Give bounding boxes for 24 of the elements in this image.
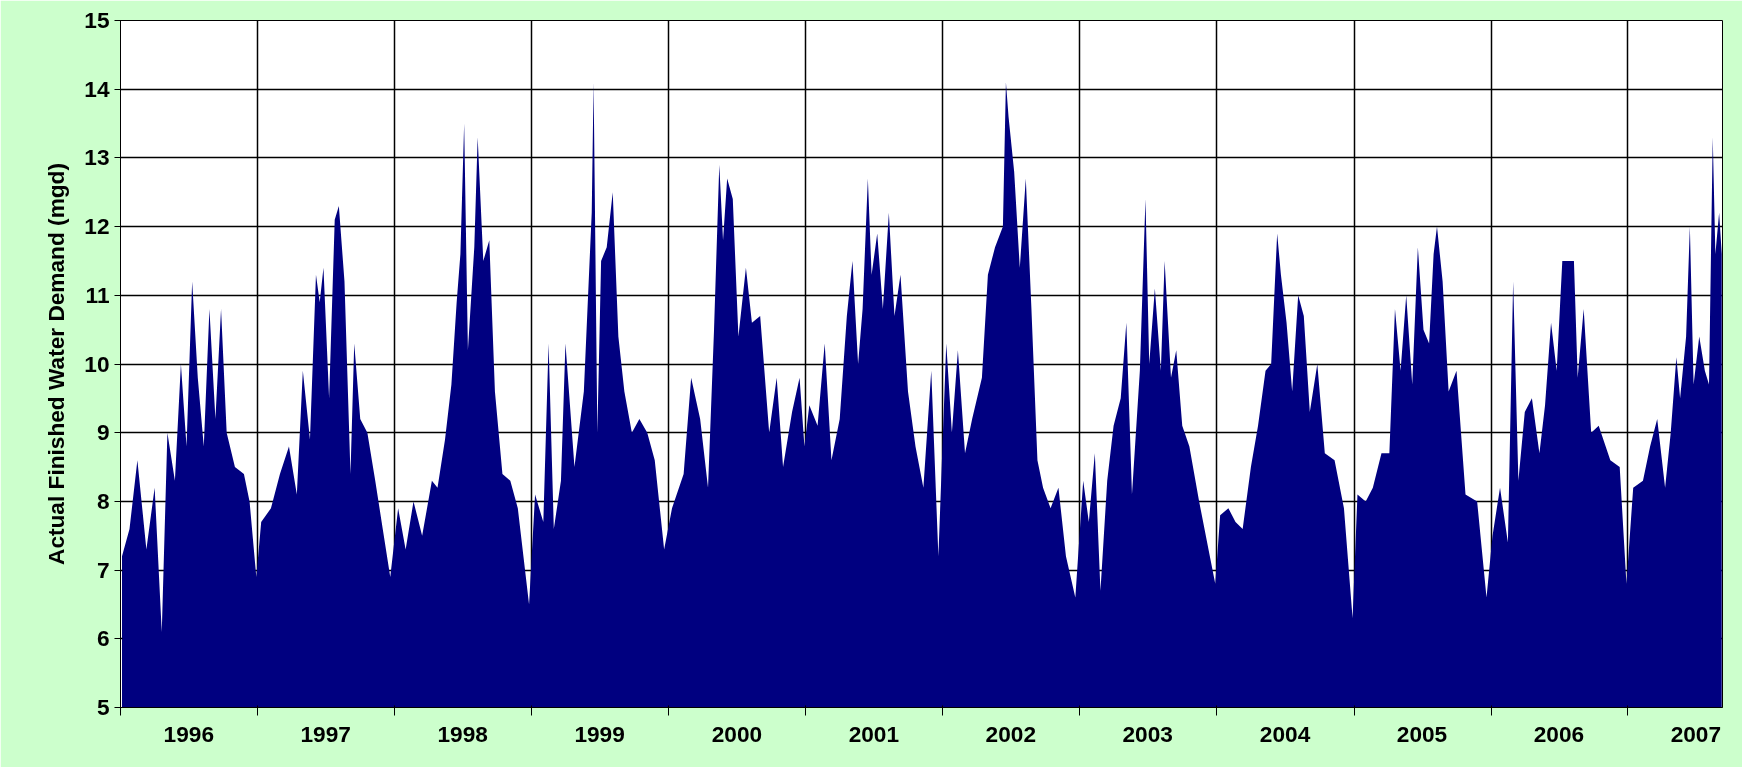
x-tick-label: 2002 [985, 720, 1036, 747]
x-tick-label: 2000 [711, 720, 763, 747]
x-tick-label: 1997 [300, 720, 351, 747]
x-tick-label: 1996 [163, 720, 214, 747]
y-tick-label: 14 [84, 75, 110, 102]
y-tick-label: 6 [96, 625, 110, 652]
y-tick-label: 10 [84, 350, 110, 377]
y-axis-title: Actual Finished Water Demand (mgd) [43, 163, 70, 565]
y-tick-label: 13 [84, 144, 110, 171]
x-tick-label: 2001 [848, 720, 900, 747]
x-tick-label: 1999 [574, 720, 625, 747]
x-tick-label: 2005 [1396, 720, 1448, 747]
x-tick-label: 2006 [1533, 720, 1585, 747]
x-tick-label: 1998 [437, 720, 488, 747]
x-tick-label: 2004 [1259, 720, 1311, 747]
y-tick-label: 11 [85, 281, 110, 308]
y-tick-label: 12 [84, 213, 110, 240]
y-tick-label: 15 [84, 7, 110, 33]
y-tick-label: 9 [96, 419, 110, 446]
y-tick-label: 8 [96, 487, 110, 514]
x-tick-label: 2003 [1122, 720, 1173, 747]
x-tick-label: 2007 [1670, 720, 1722, 747]
y-tick-label: 7 [96, 556, 110, 583]
y-tick-label: 5 [96, 694, 110, 720]
